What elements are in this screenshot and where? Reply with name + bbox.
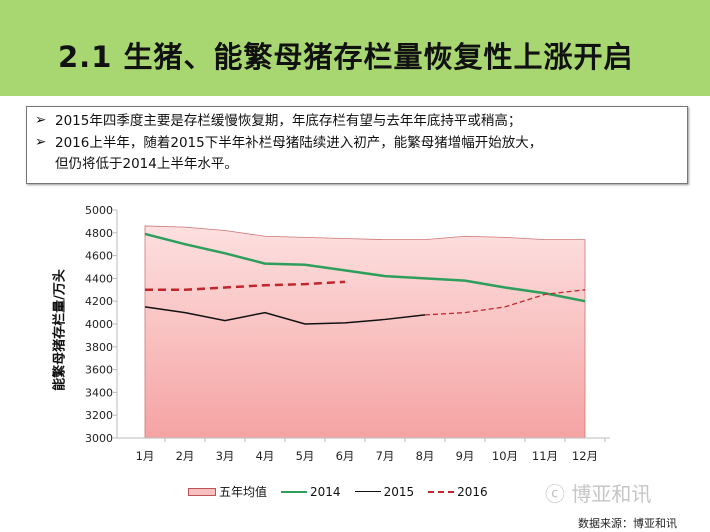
arrow-bullet-icon: ➢: [35, 134, 47, 150]
x-tick-label: 10月: [492, 449, 518, 463]
series-area-五年均值: [144, 225, 586, 439]
chart-legend: 五年均值 2014 2015 2016: [188, 483, 502, 500]
legend-swatch: [281, 490, 308, 493]
y-tick-label: 5000: [85, 204, 113, 217]
y-tick-label: 3600: [85, 364, 113, 377]
x-tick-label: 1月: [136, 449, 155, 463]
x-tick-label: 4月: [256, 449, 275, 463]
y-tick-label: 3200: [85, 409, 113, 422]
series-line-2014: [144, 232, 586, 303]
x-tick-label: 5月: [296, 449, 315, 463]
slide-title: 2.1 生猪、能繁母猪存栏量恢复性上涨开启: [58, 40, 634, 74]
y-tick-label: 3400: [85, 386, 113, 399]
legend-item-2015: 2015: [354, 485, 414, 499]
x-tick-label: 2月: [176, 449, 195, 463]
y-axis-label: 能繁母猪存栏量/万头: [52, 269, 68, 391]
watermark-logo: ⓒ 博亚和讯: [545, 482, 652, 506]
y-tick-label: 3800: [85, 341, 113, 354]
x-tick-label: 6月: [336, 449, 355, 463]
y-tick-label: 4800: [85, 227, 113, 240]
legend-swatch: [188, 487, 216, 496]
legend-swatch: [354, 491, 381, 492]
x-tick-label: 3月: [216, 449, 235, 463]
x-tick-label: 11月: [532, 449, 558, 463]
summary-box: ➢ 2015年四季度主要是存栏缓慢恢复期，年底存栏有望与去年年底持平或稍高； ➢…: [26, 106, 688, 184]
series-line-2016: [145, 280, 346, 292]
series-line-2015-forecast: [424, 289, 586, 316]
x-tick-label: 12月: [572, 449, 598, 463]
y-tick-label: 4600: [85, 250, 113, 263]
wechat-icon: ⓒ: [545, 482, 565, 506]
y-tick-label: 3000: [85, 432, 113, 445]
x-tick-label: 9月: [456, 449, 475, 463]
y-tick-label: 4400: [85, 272, 113, 285]
legend-item-2016: 2016: [428, 485, 488, 499]
legend-item-avg: 五年均值: [188, 483, 267, 500]
legend-item-2014: 2014: [281, 485, 341, 499]
slide-header: [0, 0, 710, 96]
arrow-bullet-icon: ➢: [35, 112, 47, 128]
x-tick-label: 7月: [376, 449, 395, 463]
y-tick-label: 4200: [85, 295, 113, 308]
series-line-2015: [144, 306, 426, 325]
x-tick-label: 8月: [416, 449, 435, 463]
legend-swatch: [428, 490, 455, 493]
y-tick-label: 4000: [85, 318, 113, 331]
data-source: 数据来源：博亚和讯: [578, 517, 677, 530]
